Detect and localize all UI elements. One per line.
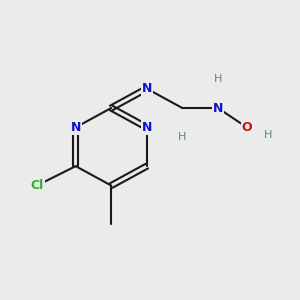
Text: N: N xyxy=(213,101,223,115)
Text: Cl: Cl xyxy=(30,179,44,192)
Text: H: H xyxy=(264,130,272,140)
Text: N: N xyxy=(142,82,152,95)
Text: H: H xyxy=(178,132,187,142)
Text: O: O xyxy=(242,121,252,134)
Text: H: H xyxy=(214,74,222,84)
Text: N: N xyxy=(70,121,81,134)
Text: N: N xyxy=(142,121,152,134)
